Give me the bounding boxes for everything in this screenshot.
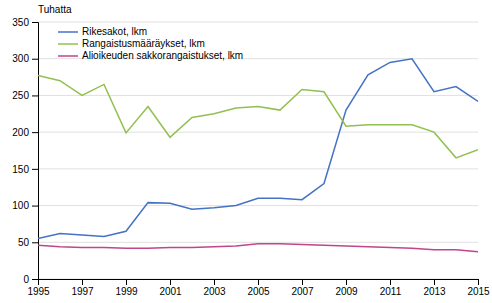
y-tick-mark — [32, 206, 38, 207]
grid-line — [38, 168, 478, 169]
legend-swatch — [58, 55, 78, 57]
grid-line — [38, 205, 478, 206]
x-tick-label: 2003 — [203, 286, 226, 297]
y-tick-mark — [32, 169, 38, 170]
y-tick: 0 — [23, 274, 38, 285]
x-tick-mark — [258, 279, 259, 285]
x-tick: 2015 — [467, 279, 490, 297]
x-tick-mark — [390, 279, 391, 285]
y-tick-label: 250 — [12, 90, 29, 101]
x-tick: 2007 — [291, 279, 314, 297]
series-line — [38, 59, 478, 239]
y-tick-label: 100 — [12, 200, 29, 211]
grid-line — [38, 132, 478, 133]
x-tick: 2011 — [380, 279, 402, 297]
x-tick-mark — [302, 279, 303, 285]
legend-item: Rikesakot, lkm — [58, 26, 147, 37]
legend-label: Alioikeuden sakkorangaistukset, lkm — [82, 50, 243, 61]
series-line — [38, 76, 478, 158]
y-tick-mark — [32, 132, 38, 133]
x-tick-mark — [170, 279, 171, 285]
x-tick: 2005 — [247, 279, 270, 297]
x-tick-label: 2013 — [423, 286, 446, 297]
legend-swatch — [58, 31, 78, 33]
y-tick: 300 — [12, 53, 38, 64]
x-tick: 2009 — [335, 279, 358, 297]
y-tick: 50 — [18, 237, 38, 248]
x-tick-label: 2015 — [467, 286, 490, 297]
legend-item: Rangaistusmääräykset, lkm — [58, 38, 205, 49]
y-tick-label: 200 — [12, 127, 29, 138]
x-tick-mark — [434, 279, 435, 285]
y-tick: 250 — [12, 90, 38, 101]
y-tick: 350 — [12, 17, 38, 28]
y-tick-mark — [32, 95, 38, 96]
x-tick-label: 2001 — [159, 286, 182, 297]
x-axis-line — [39, 280, 479, 286]
x-tick-mark — [126, 279, 127, 285]
x-tick-label: 1997 — [71, 286, 94, 297]
y-tick-label: 300 — [12, 53, 29, 64]
x-tick-label: 2009 — [335, 286, 358, 297]
y-tick-label: 0 — [23, 274, 29, 285]
y-tick-mark — [32, 22, 38, 23]
x-tick-label: 2011 — [380, 286, 402, 297]
grid-line — [38, 95, 478, 96]
x-tick: 2003 — [203, 279, 226, 297]
series-line — [38, 244, 478, 252]
x-axis: 1995 1997 1999 2001 2003 2005 2007 2009 2011 2013… — [27, 279, 490, 297]
y-tick-label: 50 — [18, 237, 30, 248]
x-tick: 2001 — [159, 279, 182, 297]
y-tick-mark — [32, 279, 38, 280]
x-tick-label: 1999 — [115, 286, 138, 297]
legend-label: Rikesakot, lkm — [82, 26, 147, 37]
y-tick-label: 150 — [12, 164, 29, 175]
y-tick-mark — [32, 59, 38, 60]
y-label: Tuhatta — [38, 4, 72, 15]
y-tick: 150 — [12, 164, 38, 175]
x-tick: 1997 — [71, 279, 94, 297]
legend-item: Alioikeuden sakkorangaistukset, lkm — [58, 50, 243, 61]
plot: 1995 1997 1999 2001 2003 2005 2007 2009 2011 2013… — [12, 17, 490, 297]
y-axis-line — [32, 23, 39, 280]
y-tick-mark — [32, 242, 38, 243]
x-tick: 1995 — [27, 279, 50, 297]
legend-label: Rangaistusmääräykset, lkm — [82, 38, 205, 49]
grid — [38, 22, 478, 279]
x-tick-mark — [214, 279, 215, 285]
x-tick-mark — [478, 279, 479, 285]
legend: Rikesakot, lkmRangaistusmääräykset, lkmA… — [58, 26, 243, 61]
y-tick-label: 350 — [12, 17, 29, 28]
legend-swatch — [58, 43, 78, 45]
x-tick: 1999 — [115, 279, 138, 297]
x-tick-mark — [82, 279, 83, 285]
grid-line — [38, 22, 478, 23]
y-axis: 0 50 100 150 200 250 300 350 — [12, 17, 38, 285]
x-tick-mark — [346, 279, 347, 285]
x-tick-label: 2007 — [291, 286, 314, 297]
x-tick-label: 2005 — [247, 286, 270, 297]
x-tick-label: 1995 — [27, 286, 50, 297]
lines — [38, 59, 478, 252]
y-tick: 200 — [12, 127, 38, 138]
chart: 1995 1997 1999 2001 2003 2005 2007 2009 2011 2013… — [0, 0, 492, 303]
y-tick: 100 — [12, 200, 38, 211]
x-tick: 2013 — [423, 279, 446, 297]
grid-line — [38, 242, 478, 243]
